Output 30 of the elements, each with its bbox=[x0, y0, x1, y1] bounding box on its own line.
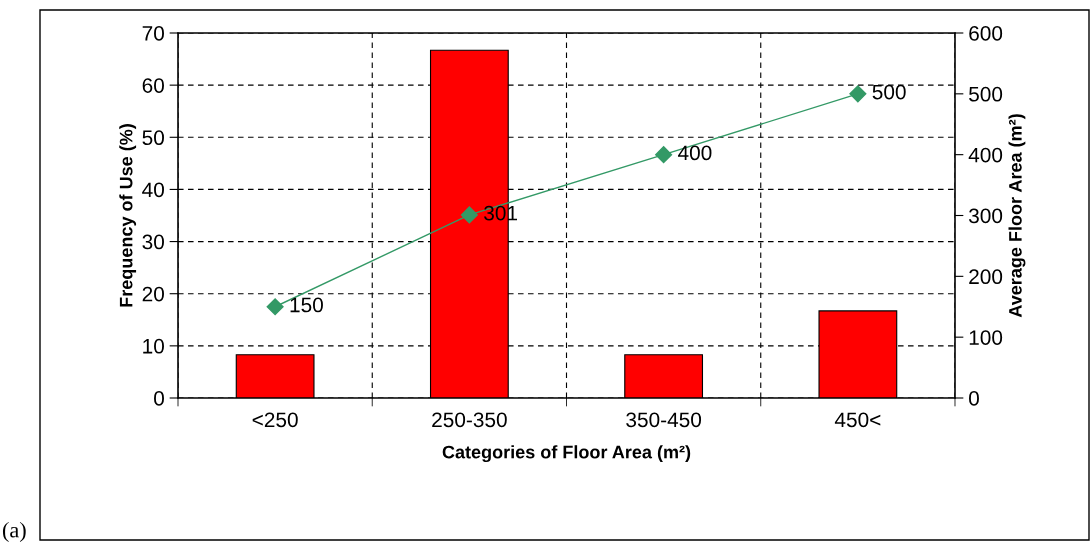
y-axis-title: Frequency of Use (%) bbox=[119, 124, 137, 307]
point bbox=[849, 85, 867, 103]
y2-tick-label: 0 bbox=[969, 391, 979, 406]
data-label: 400 bbox=[677, 145, 712, 161]
y2-tick-label: 400 bbox=[968, 147, 1003, 163]
x-tick-label: 450< bbox=[834, 412, 881, 428]
text: (a) bbox=[2, 521, 26, 543]
data-label: 500 bbox=[872, 84, 906, 100]
y-tick-label: 0 bbox=[154, 391, 164, 406]
y2-tick-label: 100 bbox=[969, 330, 1003, 345]
y2-tick-label: 300 bbox=[968, 208, 1003, 224]
point bbox=[266, 298, 284, 316]
y2-tick-label: 600 bbox=[969, 26, 1003, 41]
y-tick-label: 50 bbox=[142, 130, 164, 146]
point bbox=[460, 206, 478, 224]
y2-tick-label: 500 bbox=[969, 86, 1003, 102]
y-tick-label: 20 bbox=[142, 286, 164, 302]
point bbox=[655, 146, 673, 164]
y-tick-label: 70 bbox=[142, 26, 164, 41]
y2-axis-title: Average Floor Area (m²) bbox=[1008, 114, 1026, 318]
y-tick-label: 40 bbox=[142, 182, 164, 198]
data-label: 150 bbox=[290, 297, 323, 313]
x-tick-label: 350-450 bbox=[626, 412, 702, 428]
y2-tick-label: 200 bbox=[969, 269, 1003, 285]
x-tick-label: <250 bbox=[252, 412, 298, 428]
x-axis-title: Categories of Floor Area (m²) bbox=[442, 445, 691, 463]
y-tick-label: 30 bbox=[142, 234, 164, 250]
x-tick-label: 250-350 bbox=[432, 412, 507, 428]
y-tick-label: 10 bbox=[143, 338, 164, 354]
y-tick-label: 60 bbox=[142, 78, 164, 93]
